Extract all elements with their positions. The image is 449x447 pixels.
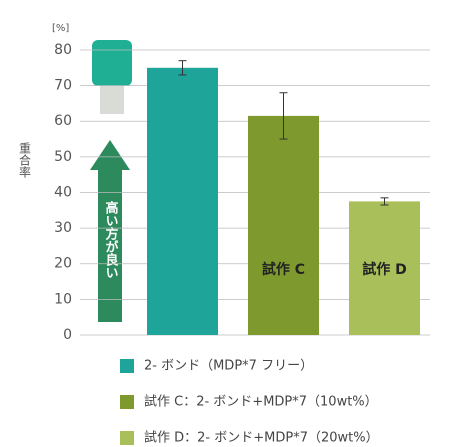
y-tick-label: 60 bbox=[54, 113, 72, 129]
y-tick-label: 0 bbox=[63, 327, 72, 343]
y-tick-label: 70 bbox=[54, 78, 72, 94]
y-tick-label: 10 bbox=[54, 291, 72, 307]
arrow: 高い方が良い bbox=[90, 140, 130, 322]
legend-label: 試作 D：2- ボンド+MDP*7（20wt%） bbox=[144, 430, 379, 446]
legend-swatch bbox=[120, 431, 134, 445]
arrow-label: 高い方が良い bbox=[103, 200, 119, 279]
legend-swatch bbox=[120, 395, 134, 409]
icon-body bbox=[92, 40, 132, 86]
clip-icon bbox=[92, 40, 132, 114]
y-unit: [%] bbox=[52, 23, 69, 34]
bar-label: 試作 C bbox=[262, 261, 305, 278]
y-tick-label: 50 bbox=[54, 149, 72, 165]
y-tick-label: 80 bbox=[54, 42, 72, 58]
arrow-shape bbox=[90, 140, 130, 322]
icon-base bbox=[100, 86, 124, 114]
legend-label: 試作 C：2- ボンド+MDP*7（10wt%） bbox=[144, 394, 378, 410]
y-tick-label: 20 bbox=[54, 256, 72, 272]
y-tick-label: 40 bbox=[54, 184, 72, 200]
bar bbox=[349, 201, 420, 335]
legend-label: 2- ボンド（MDP*7 フリー） bbox=[144, 359, 313, 374]
bar-label: 試作 D bbox=[362, 261, 407, 278]
legend-swatch bbox=[120, 359, 134, 373]
y-tick-label: 30 bbox=[54, 220, 72, 236]
bar bbox=[147, 67, 218, 335]
bar bbox=[248, 115, 319, 335]
y-axis-label: 重合率 bbox=[18, 142, 32, 178]
